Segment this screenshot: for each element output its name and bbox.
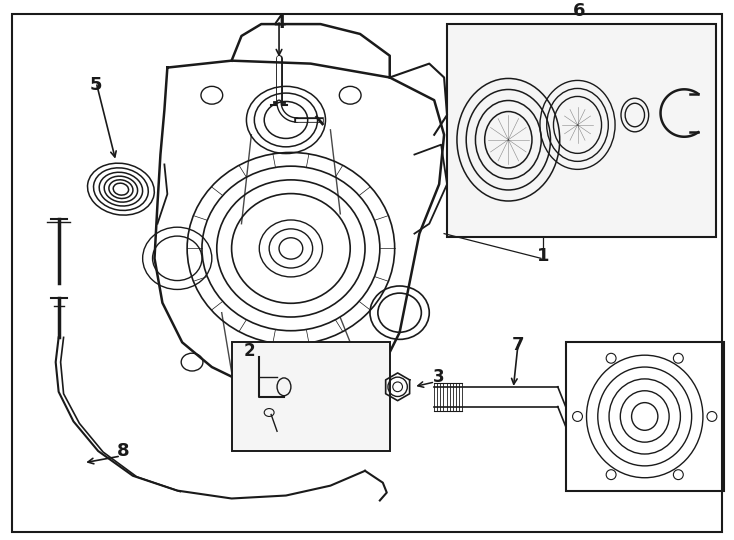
Bar [566, 342, 724, 490]
Text: 8: 8 [117, 442, 129, 460]
Text: 4: 4 [273, 14, 286, 32]
Text: 7: 7 [512, 336, 525, 354]
Bar [232, 342, 390, 451]
Bar [447, 24, 716, 237]
Text: 5: 5 [90, 76, 103, 94]
Text: 2: 2 [244, 342, 255, 360]
Text: 1: 1 [537, 247, 549, 265]
Text: 3: 3 [433, 368, 445, 386]
Text: 6: 6 [573, 2, 586, 20]
